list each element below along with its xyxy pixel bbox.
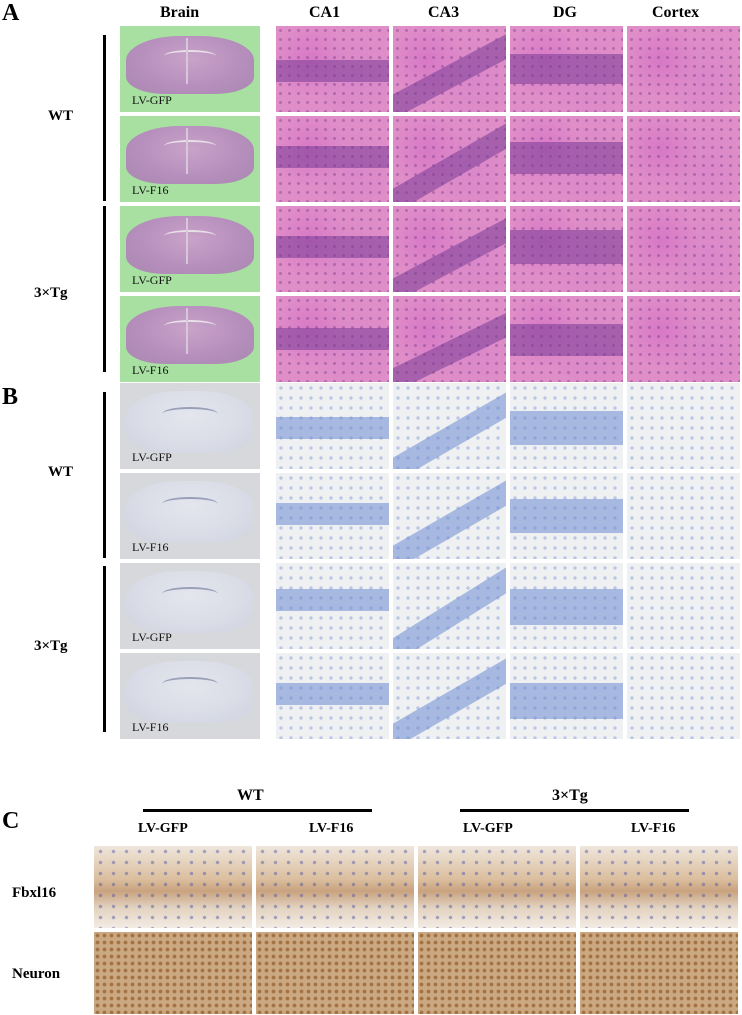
- micrograph-a-wt-f16-ca3: [393, 116, 506, 202]
- micrograph-a-tg-gfp-ca3: [393, 206, 506, 292]
- micrograph-c-neuron-tg-gfp: [418, 932, 576, 1014]
- micrograph-b-tg-f16-dg: [510, 653, 623, 739]
- micrograph-a-wt-gfp-ca1: [276, 26, 389, 112]
- column-header-dg: DG: [553, 4, 577, 21]
- micrograph-a-wt-f16-ca1: [276, 116, 389, 202]
- micrograph-c-neuron-wt-gfp: [94, 932, 252, 1014]
- micrograph-b-wt-f16-ca1: [276, 473, 389, 559]
- image-caption: LV-F16: [132, 540, 169, 554]
- micrograph-b-wt-f16-dg: [510, 473, 623, 559]
- micrograph-c-fbxl16-tg-f16: [580, 846, 738, 928]
- panel-c-group-tg: 3×Tg: [552, 787, 588, 804]
- micrograph-b-wt-gfp-brain: LV-GFP: [120, 383, 260, 469]
- micrograph-b-wt-gfp-ca3: [393, 383, 506, 469]
- micrograph-a-tg-gfp-dg: [510, 206, 623, 292]
- micrograph-a-tg-gfp-brain: LV-GFP: [120, 206, 260, 292]
- image-caption: LV-GFP: [132, 450, 172, 464]
- group-label-b-tg: 3×Tg: [34, 638, 68, 654]
- group-bar-b-tg: [103, 566, 106, 732]
- micrograph-c-fbxl16-tg-gfp: [418, 846, 576, 928]
- panel-c-sub-wt-f16: LV-F16: [309, 821, 354, 836]
- micrograph-a-wt-f16-dg: [510, 116, 623, 202]
- image-caption: LV-GFP: [132, 93, 172, 107]
- column-header-ca1: CA1: [309, 4, 341, 21]
- micrograph-a-wt-gfp-cortex: [627, 26, 740, 112]
- micrograph-a-tg-f16-dg: [510, 296, 623, 382]
- column-header-cortex: Cortex: [652, 4, 700, 21]
- panel-c-group-wt: WT: [237, 787, 264, 804]
- micrograph-a-tg-f16-cortex: [627, 296, 740, 382]
- column-header-ca3: CA3: [428, 4, 460, 21]
- micrograph-b-tg-f16-cortex: [627, 653, 740, 739]
- micrograph-a-wt-gfp-ca3: [393, 26, 506, 112]
- micrograph-a-wt-gfp-brain: LV-GFP: [120, 26, 260, 112]
- image-caption: LV-F16: [132, 363, 169, 377]
- panel-c-sub-tg-f16: LV-F16: [631, 821, 676, 836]
- micrograph-b-tg-gfp-ca1: [276, 563, 389, 649]
- micrograph-b-tg-f16-ca3: [393, 653, 506, 739]
- micrograph-a-tg-f16-brain: LV-F16: [120, 296, 260, 382]
- group-label-a-wt: WT: [48, 108, 74, 124]
- micrograph-a-tg-f16-ca1: [276, 296, 389, 382]
- micrograph-b-wt-f16-brain: LV-F16: [120, 473, 260, 559]
- panel-letter-b: B: [2, 384, 19, 410]
- group-bar-a-wt: [103, 35, 106, 201]
- group-bar-a-tg: [103, 206, 106, 372]
- micrograph-b-wt-f16-cortex: [627, 473, 740, 559]
- micrograph-b-wt-gfp-ca1: [276, 383, 389, 469]
- group-label-b-wt: WT: [48, 464, 74, 480]
- row-label-neuron: Neuron: [12, 966, 61, 982]
- micrograph-b-tg-gfp-brain: LV-GFP: [120, 563, 260, 649]
- micrograph-b-tg-f16-brain: LV-F16: [120, 653, 260, 739]
- micrograph-b-tg-f16-ca1: [276, 653, 389, 739]
- image-caption: LV-GFP: [132, 630, 172, 644]
- panel-c-bar-wt: [143, 809, 372, 812]
- panel-c-sub-tg-gfp: LV-GFP: [463, 821, 513, 836]
- micrograph-b-wt-gfp-dg: [510, 383, 623, 469]
- group-label-a-tg: 3×Tg: [34, 285, 68, 301]
- micrograph-a-tg-gfp-ca1: [276, 206, 389, 292]
- micrograph-b-tg-gfp-dg: [510, 563, 623, 649]
- image-caption: LV-F16: [132, 720, 169, 734]
- micrograph-b-tg-gfp-cortex: [627, 563, 740, 649]
- image-caption: LV-F16: [132, 183, 169, 197]
- micrograph-b-tg-gfp-ca3: [393, 563, 506, 649]
- panel-letter-c: C: [2, 808, 20, 834]
- panel-c-sub-wt-gfp: LV-GFP: [138, 821, 188, 836]
- image-caption: LV-GFP: [132, 273, 172, 287]
- micrograph-a-wt-f16-brain: LV-F16: [120, 116, 260, 202]
- micrograph-b-wt-f16-ca3: [393, 473, 506, 559]
- micrograph-c-fbxl16-wt-gfp: [94, 846, 252, 928]
- panel-c-bar-tg: [460, 809, 689, 812]
- micrograph-a-tg-gfp-cortex: [627, 206, 740, 292]
- micrograph-b-wt-gfp-cortex: [627, 383, 740, 469]
- micrograph-c-fbxl16-wt-f16: [256, 846, 414, 928]
- micrograph-c-neuron-wt-f16: [256, 932, 414, 1014]
- micrograph-a-tg-f16-ca3: [393, 296, 506, 382]
- column-header-brain: Brain: [160, 4, 200, 21]
- panel-letter-a: A: [2, 0, 20, 26]
- group-bar-b-wt: [103, 392, 106, 558]
- micrograph-c-neuron-tg-f16: [580, 932, 738, 1014]
- micrograph-a-wt-f16-cortex: [627, 116, 740, 202]
- micrograph-a-wt-gfp-dg: [510, 26, 623, 112]
- row-label-fbxl16: Fbxl16: [12, 885, 57, 901]
